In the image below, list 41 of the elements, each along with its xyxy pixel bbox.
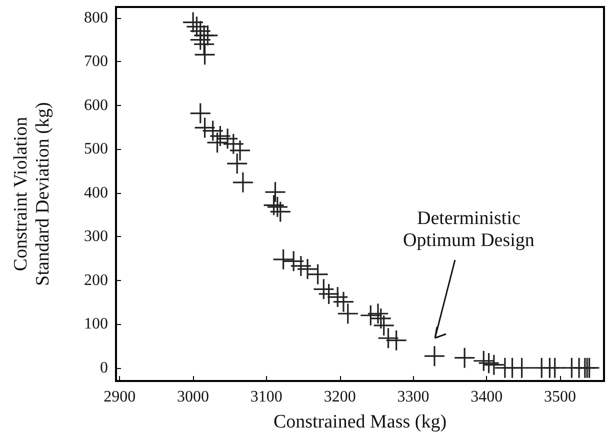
y-tick-label: 0 <box>100 359 108 376</box>
point <box>318 284 339 304</box>
y-tick-label: 500 <box>84 140 108 158</box>
x-axis-title: Constrained Mass (kg) <box>273 412 447 432</box>
y-tick-label: 800 <box>84 9 108 26</box>
point <box>308 264 328 284</box>
point <box>194 44 215 65</box>
x-tick-label: 3200 <box>324 388 356 406</box>
point <box>512 358 532 378</box>
point <box>232 172 253 192</box>
point <box>328 287 348 308</box>
point <box>273 249 294 270</box>
point <box>298 259 318 280</box>
point <box>484 354 504 375</box>
y-tick-label: 700 <box>84 53 108 70</box>
x-tick-label: 3000 <box>177 388 210 406</box>
y-tick-label: 400 <box>84 184 108 202</box>
point <box>230 140 250 160</box>
point <box>338 304 358 324</box>
x-tick-label: 3500 <box>544 388 576 406</box>
point <box>386 330 406 350</box>
y-tick-label: 300 <box>84 228 108 246</box>
point <box>424 346 444 366</box>
point <box>190 103 210 124</box>
point <box>265 182 286 202</box>
y-tick-label: 200 <box>84 272 108 289</box>
point <box>454 348 475 368</box>
point <box>207 132 228 153</box>
annotation: Deterministic Optimum Design <box>403 208 534 252</box>
point <box>374 315 394 336</box>
x-tick-label: 2900 <box>104 388 136 406</box>
point <box>368 304 388 324</box>
point <box>264 195 284 216</box>
point <box>333 292 354 312</box>
point <box>227 154 248 174</box>
y-tick-label: 100 <box>84 316 108 333</box>
x-tick-label: 3300 <box>397 388 430 406</box>
x-tick-label: 3100 <box>250 388 282 406</box>
y-tick-label: 600 <box>84 96 108 114</box>
y-axis-title: Constraint Violation Standard Deviation (kg) <box>10 102 54 286</box>
x-tick-label: 3400 <box>470 388 503 406</box>
